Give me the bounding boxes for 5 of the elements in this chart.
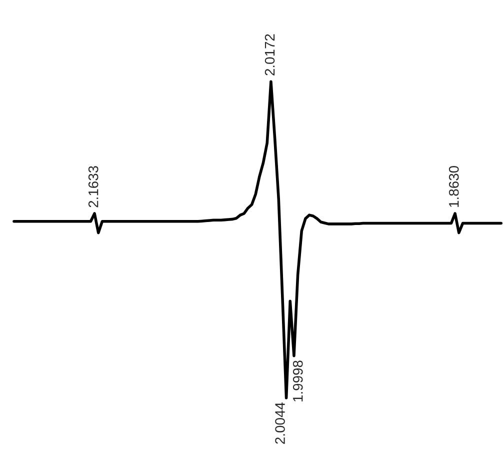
text: 2.0044 bbox=[275, 402, 285, 444]
annotation: 1.9998 bbox=[292, 360, 303, 402]
text: 2.0172 bbox=[264, 34, 275, 76]
annotation: 1.8630 bbox=[448, 166, 459, 207]
annotation: 2.1633 bbox=[88, 166, 98, 208]
